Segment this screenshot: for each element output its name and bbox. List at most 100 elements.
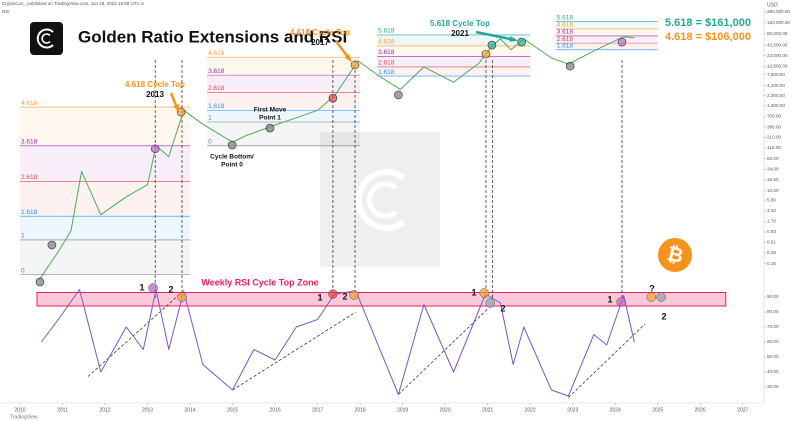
fib-label: 4.618 (557, 22, 574, 29)
x-tick-label: 2010 (14, 407, 25, 413)
rsi-marker (177, 292, 187, 302)
fib-label: 1.618 (557, 43, 574, 50)
fib-label: 1 (21, 233, 25, 240)
chart-title: Golden Ratio Extensions and RSI (78, 27, 347, 46)
annotation-arrow (475, 30, 516, 42)
fib-label: 4.618 (378, 39, 395, 46)
fib-band (207, 57, 361, 76)
price-marker (394, 90, 403, 100)
note: First Move (254, 107, 287, 114)
bitcoin-badge (658, 238, 692, 272)
fib-band (20, 107, 191, 146)
rsi-marker (656, 292, 666, 302)
rsi-line (40, 289, 635, 397)
y-tick-label: 42,000.00 (767, 42, 788, 47)
y2-tick-label: 90.00 (767, 294, 779, 299)
x-tick-label: 2018 (355, 407, 366, 413)
fib-label: 0 (21, 267, 25, 274)
x-tick-label: 2024 (610, 407, 621, 413)
rsi-label: 1 (471, 287, 476, 297)
fib-band (20, 216, 191, 240)
y-tick-label: 34.00 (767, 166, 779, 171)
x-tick-label: 2011 (57, 407, 68, 413)
y-tick-label: 5.80 (767, 197, 776, 202)
x-tick-label: 2013 (142, 407, 153, 413)
y-tick-label: 150,000.00 (767, 20, 790, 25)
rsi-trendline (87, 292, 182, 377)
fib-label: 1.618 (208, 103, 225, 110)
y-tick-label: 280,000.00 (767, 9, 790, 14)
price-marker (481, 49, 491, 59)
y-tick-label: 210.00 (767, 135, 781, 140)
price-marker (565, 61, 575, 71)
fib-label: 5.618 (557, 14, 574, 21)
rsi-label: 2 (661, 311, 666, 321)
x-tick-label: 2023 (567, 407, 578, 413)
y2-tick-label: 30.00 (767, 384, 779, 389)
fib-band (555, 35, 658, 44)
rsi-marker (616, 297, 626, 307)
fib-label: 2.618 (208, 85, 225, 92)
rsi-marker (328, 289, 338, 299)
x-tick-label: 2012 (99, 407, 110, 413)
fib-band (377, 34, 531, 46)
y-tick-label: 3.10 (767, 208, 776, 213)
y-tick-label: 0.51 (767, 240, 776, 245)
y-tick-label: 23,000.00 (767, 53, 788, 58)
bitcoin-symbol: ₿ (665, 243, 686, 268)
price-marker (328, 93, 338, 103)
fib-band (555, 43, 658, 50)
x-tick-label: 2020 (440, 407, 451, 413)
rsi-label: 2 (500, 303, 505, 313)
y2-tick-label: 70.00 (767, 324, 779, 329)
y-tick-label: 10.00 (767, 188, 779, 193)
y-tick-label: 1.70 (767, 219, 776, 224)
fib-label: 2.618 (378, 60, 395, 67)
price-marker (265, 123, 275, 133)
y2-tick-label: 60.00 (767, 339, 779, 344)
y-tick-label: 12,500.00 (767, 63, 788, 68)
fib-band (377, 45, 531, 57)
x-tick-label: 2022 (525, 407, 536, 413)
fib-band (207, 75, 361, 93)
x-tick-label: 2019 (397, 407, 408, 413)
fib-label: 3.618 (208, 68, 225, 75)
fib-label: 4.618 (208, 50, 225, 57)
y2-tick-label: 40.00 (767, 369, 779, 374)
fib-band (207, 121, 361, 146)
price-marker (487, 40, 497, 50)
fib-band (20, 145, 191, 182)
rsi-label: 2 (342, 291, 347, 301)
fib-label: 0 (208, 139, 212, 146)
footer: TradingView (10, 414, 38, 420)
x-tick-label: 2014 (184, 407, 195, 413)
rsi-zone-label: Weekly RSI Cycle Top Zone (201, 277, 318, 287)
rsi-trendline (232, 311, 357, 391)
rsi-trendline (568, 323, 646, 398)
annotation: 5.618 Cycle Top (430, 19, 490, 28)
y-tick-label: 380.00 (767, 124, 781, 129)
fib-label: 3.618 (21, 139, 38, 146)
fib-label: 5.618 (378, 28, 395, 35)
price-marker (176, 107, 186, 117)
fib-band (207, 92, 361, 111)
arrow-head (509, 36, 518, 42)
y2-tick-label: 80.00 (767, 309, 779, 314)
publisher: CryptoCon_ published on TradingView.com,… (2, 1, 144, 6)
fib-band (20, 239, 191, 275)
x-tick-label: 2016 (270, 407, 281, 413)
fib-band (207, 110, 361, 122)
price-marker (617, 37, 627, 47)
y-tick-label: 0.93 (767, 229, 776, 234)
annotation: 4.618 Cycle Top (125, 80, 185, 89)
y-tick-label: 7,600.00 (767, 72, 785, 77)
y2-tick-label: 50.00 (767, 354, 779, 359)
fib-label: 2.618 (21, 174, 38, 181)
rsi-marker (646, 292, 657, 302)
note: Point 0 (221, 162, 243, 169)
rsi-marker (148, 283, 158, 293)
rsi-label: 1 (139, 282, 144, 292)
price-marker (517, 37, 526, 47)
fib-band (555, 21, 658, 29)
